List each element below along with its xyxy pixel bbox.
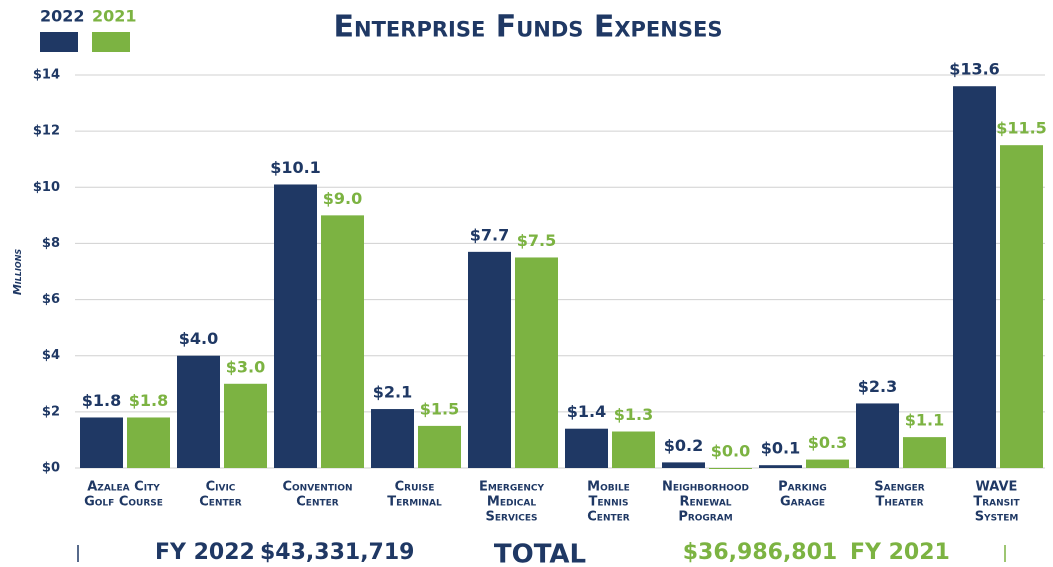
value-label: $1.8 (82, 391, 121, 410)
x-tick-label: Transit (973, 495, 1020, 510)
bar (1000, 145, 1043, 468)
legend-label: 2021 (92, 7, 137, 26)
value-label: $4.0 (179, 329, 218, 348)
value-label: $11.5 (996, 119, 1047, 138)
bar (759, 465, 802, 468)
y-tick-label: $10 (33, 180, 60, 195)
value-label: $13.6 (949, 60, 1000, 79)
value-label: $0.0 (711, 442, 750, 461)
bar (903, 437, 946, 468)
value-label: $1.5 (420, 399, 459, 418)
value-label: $7.5 (517, 231, 556, 250)
bar (274, 184, 317, 468)
y-tick-label: $14 (33, 68, 60, 83)
bar (515, 257, 558, 468)
x-tick-label: Program (678, 510, 732, 525)
value-label: $7.7 (470, 225, 509, 244)
x-tick-label: Garage (780, 495, 825, 510)
value-label: $3.0 (226, 357, 265, 376)
value-label: $0.3 (808, 433, 847, 452)
x-tick-label: Civic (206, 480, 236, 495)
x-tick-label: Parking (778, 480, 827, 495)
bar (224, 383, 267, 468)
value-label: $0.2 (664, 436, 703, 455)
bar (953, 86, 996, 468)
bar (321, 215, 364, 468)
bar (709, 468, 752, 469)
bar (127, 417, 170, 468)
x-tick-label: Center (199, 495, 242, 510)
y-tick-label: $8 (42, 236, 60, 251)
y-tick-label: $2 (42, 404, 60, 419)
bar (565, 428, 608, 468)
value-label: $2.1 (373, 383, 412, 402)
y-tick-label: $4 (42, 348, 60, 363)
bar (612, 431, 655, 468)
footer-label: FY 2022 (155, 540, 255, 565)
x-tick-label: Services (486, 510, 538, 525)
x-tick-label: Center (296, 495, 339, 510)
x-tick-label: Center (587, 510, 630, 525)
bar (418, 425, 461, 468)
value-label: $0.1 (761, 439, 800, 458)
x-tick-label: Cruise (395, 480, 435, 495)
value-label: $1.3 (614, 405, 653, 424)
bar (177, 355, 220, 468)
x-tick-label: Neighborhood (662, 480, 749, 495)
y-tick-label: $6 (42, 292, 60, 307)
bar (371, 409, 414, 468)
footer-total: $43,331,719 (260, 540, 414, 565)
bar (662, 462, 705, 468)
value-label: $2.3 (858, 377, 897, 396)
x-tick-label: WAVE (976, 480, 1018, 495)
y-tick-label: $12 (33, 124, 60, 139)
x-tick-label: Tennis (589, 495, 629, 510)
x-tick-label: Mobile (587, 480, 630, 495)
legend-swatch (92, 32, 130, 52)
bar (80, 417, 123, 468)
x-tick-label: Saenger (874, 480, 925, 495)
footer-label: FY 2021 (850, 540, 950, 565)
x-tick-label: Theater (875, 495, 923, 510)
y-axis-label: Millions (11, 249, 24, 296)
x-tick-label: Medical (487, 495, 536, 510)
value-label: $10.1 (270, 158, 321, 177)
x-tick-label: System (975, 510, 1019, 525)
value-label: $9.0 (323, 189, 362, 208)
x-tick-label: Renewal (679, 495, 731, 510)
y-tick-label: $0 (42, 461, 60, 476)
x-tick-label: Terminal (387, 495, 442, 510)
legend-label: 2022 (40, 7, 85, 26)
footer-title: TOTAL (494, 540, 586, 567)
bar (468, 251, 511, 468)
x-tick-label: Azalea City (87, 480, 160, 495)
bar (856, 403, 899, 468)
x-tick-label: Golf Course (84, 495, 163, 510)
footer-total: $36,986,801 (683, 540, 837, 565)
value-label: $1.8 (129, 391, 168, 410)
bar (806, 459, 849, 468)
value-label: $1.4 (567, 402, 606, 421)
x-tick-label: Convention (282, 480, 352, 495)
chart-title: Enterprise Funds Expenses (334, 10, 723, 45)
legend-swatch (40, 32, 78, 52)
x-tick-label: Emergency (479, 480, 545, 495)
value-label: $1.1 (905, 411, 944, 430)
